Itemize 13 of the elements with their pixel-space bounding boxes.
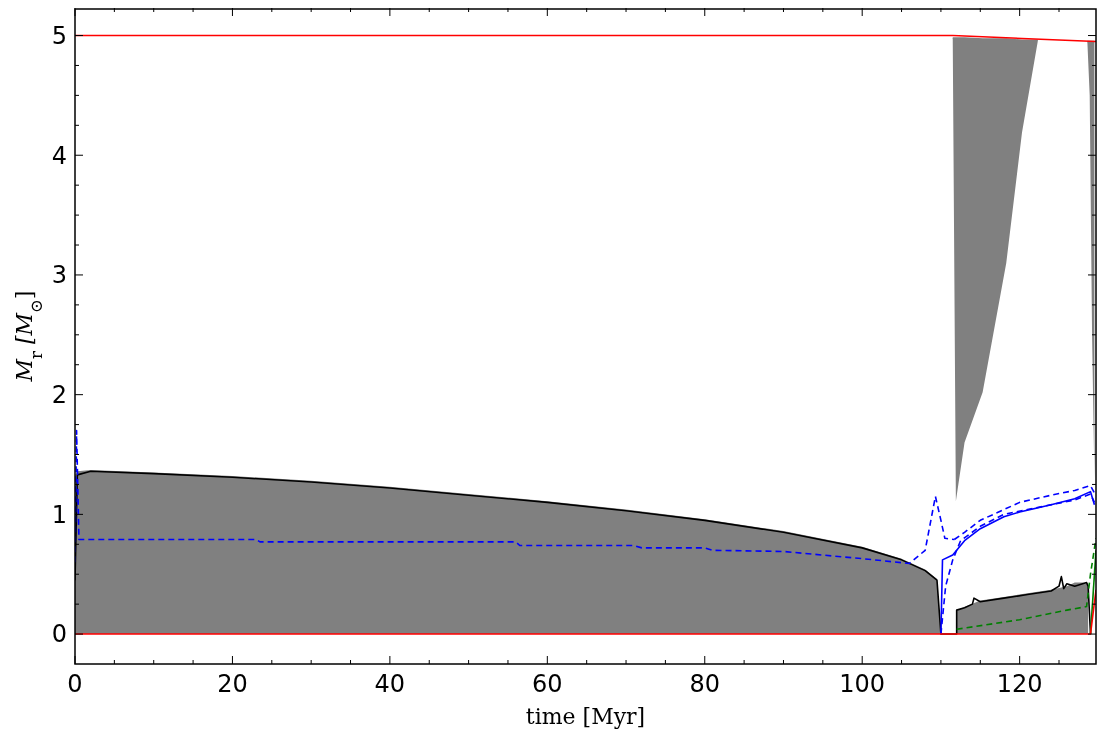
x-tick-label: 40 xyxy=(374,670,406,698)
x-tick-label: 60 xyxy=(532,670,563,698)
x-tick-label: 120 xyxy=(996,670,1043,698)
x-tick-label: 20 xyxy=(217,670,248,698)
y-tick-label: 1 xyxy=(51,500,67,529)
x-tick-label: 100 xyxy=(839,670,886,698)
y-tick-label: 0 xyxy=(51,620,67,649)
x-axis-title: time [Myr] xyxy=(525,704,646,729)
y-tick-label: 3 xyxy=(51,261,67,290)
y-tick-label: 4 xyxy=(51,141,67,170)
x-tick-label: 80 xyxy=(689,670,721,698)
y-tick-label: 5 xyxy=(51,21,67,50)
y-tick-label: 2 xyxy=(51,381,67,410)
